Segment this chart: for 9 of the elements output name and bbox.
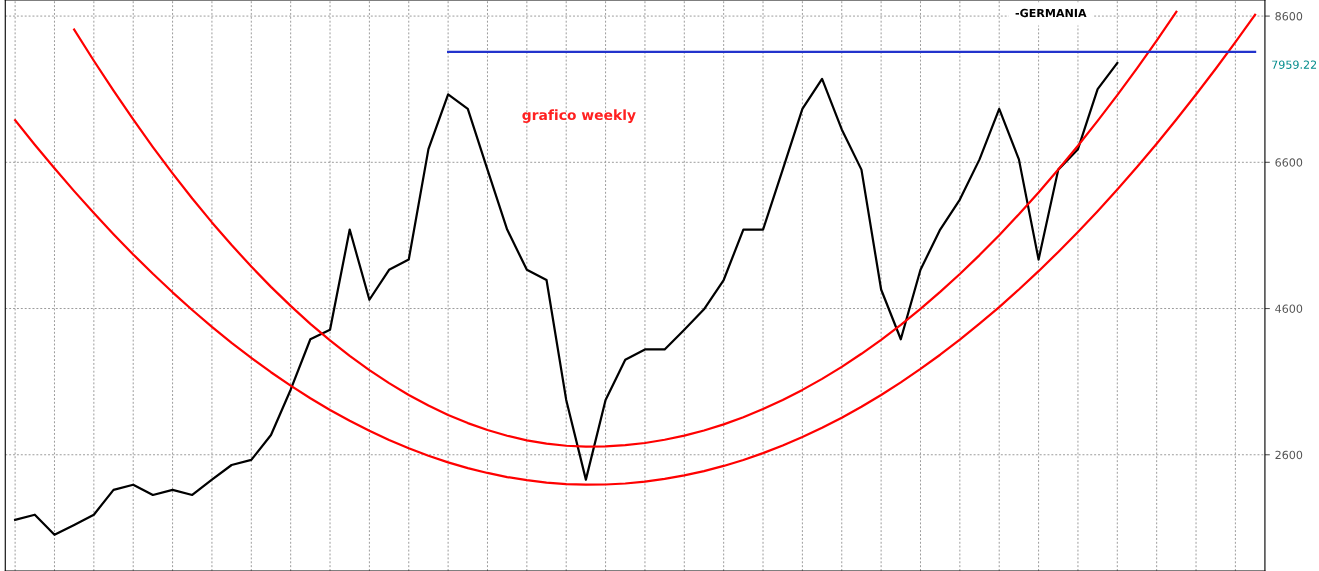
y-tick-label: 4600	[1275, 304, 1303, 313]
line-series	[14, 61, 1119, 536]
y-tick-label: 8600	[1275, 12, 1303, 21]
y-tick-label: 6600	[1275, 158, 1303, 167]
line-series	[73, 10, 1178, 448]
text: -GERMANIA	[1015, 8, 1087, 18]
annotation: grafico weekly	[522, 109, 636, 123]
text: 7959.22	[1272, 60, 1317, 69]
y-tick-label: 2600	[1275, 450, 1303, 460]
